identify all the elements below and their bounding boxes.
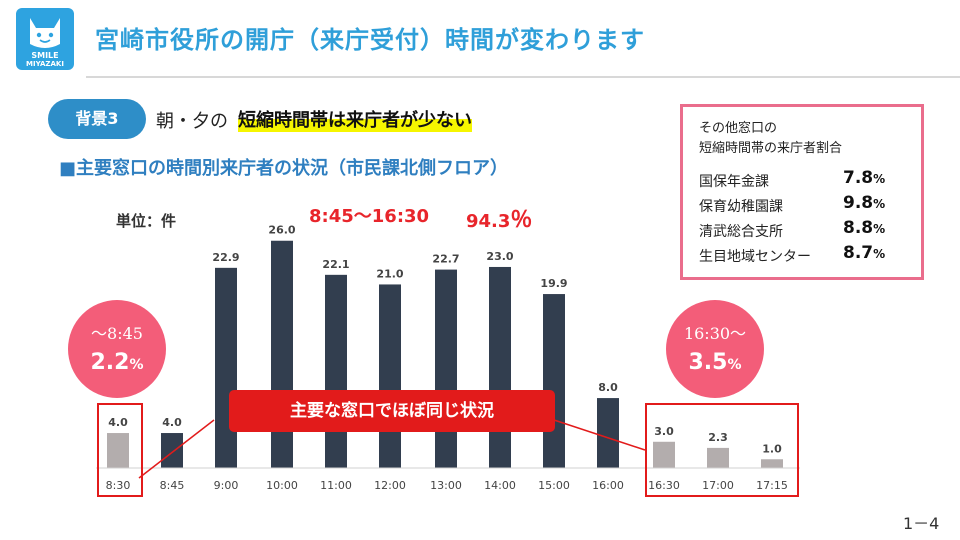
morning-share-value: 2.2% — [90, 350, 144, 375]
data-label: 22.7 — [432, 253, 459, 266]
short-hours-box-evening — [645, 403, 799, 497]
x-tick-label: 12:00 — [374, 479, 406, 492]
x-tick-label: 13:00 — [430, 479, 462, 492]
data-label: 4.0 — [162, 416, 182, 429]
bar-1400 — [489, 266, 511, 468]
bar-1630 — [653, 441, 675, 468]
bar-1500 — [543, 294, 565, 468]
other-windows-heading-2: 短縮時間帯の来庁者割合 — [699, 141, 843, 156]
range-value: 94.3 — [466, 211, 511, 232]
x-tick-label: 16:30 — [648, 479, 680, 492]
data-label: 8.0 — [598, 381, 618, 394]
background-highlight: 短縮時間帯は来庁者が少ない — [238, 106, 472, 132]
bar-830 — [107, 433, 129, 468]
bar-1100 — [325, 274, 347, 468]
mascot-icon — [30, 18, 60, 48]
data-label: 26.0 — [268, 224, 295, 237]
x-tick-label: 14:00 — [484, 479, 516, 492]
x-tick-label: 11:00 — [320, 479, 352, 492]
range-label: 8:45～16:30 — [309, 206, 430, 227]
other-windows-panel: その他窓口の 短縮時間帯の来庁者割合 国保年金課 7.8% 保育幼稚園課 9.8… — [680, 104, 924, 280]
bar-845 — [161, 433, 183, 468]
chart-subtitle: ■主要窓口の時間別来庁者の状況（市民課北側フロア） — [59, 158, 509, 179]
smile-miyazaki-logo: SMILE MIYAZAKI — [16, 8, 74, 70]
x-tick-label: 9:00 — [214, 479, 239, 492]
x-tick-label: 8:45 — [160, 479, 185, 492]
data-label: 22.9 — [212, 251, 239, 264]
morning-share-circle: ～8:45 2.2% — [68, 300, 166, 398]
data-label: 4.0 — [108, 416, 128, 429]
data-label: 23.0 — [486, 250, 513, 263]
callout-banner: 主要な窓口でほぼ同じ状況 — [229, 390, 555, 432]
bar-1200 — [379, 284, 401, 468]
x-tick-label: 10:00 — [266, 479, 298, 492]
x-tick-label: 17:15 — [756, 479, 788, 492]
range-percentage: 94.3％ — [466, 202, 532, 234]
other-window-row: 保育幼稚園課 9.8% — [699, 193, 886, 215]
evening-time-label: 16:30～ — [683, 324, 747, 343]
data-label: 1.0 — [762, 442, 782, 455]
bar-1715 — [761, 459, 783, 468]
bar-900 — [215, 267, 237, 468]
range-unit: ％ — [510, 208, 533, 233]
unit-label: 単位：件 — [116, 212, 177, 230]
evening-share-value: 3.5% — [688, 350, 742, 375]
bar-1000 — [271, 240, 293, 468]
background-prefix: 朝・夕の — [156, 111, 228, 132]
morning-time-label: ～8:45 — [91, 324, 143, 343]
page-number: 1－4 — [903, 514, 940, 533]
logo-text-miyazaki: MIYAZAKI — [26, 60, 64, 68]
bar-1700 — [707, 447, 729, 468]
title-divider — [86, 76, 960, 78]
other-windows-heading-1: その他窓口の — [699, 121, 778, 136]
bar-1300 — [435, 269, 457, 468]
callout-line-left — [138, 419, 215, 479]
other-window-row: 生目地域センター 8.7% — [699, 243, 886, 265]
background-badge: 背景3 — [48, 99, 146, 139]
short-hours-box-morning — [97, 403, 143, 497]
other-window-row: 清武総合支所 8.8% — [699, 218, 886, 240]
data-label: 19.9 — [540, 277, 567, 290]
x-tick-label: 17:00 — [702, 479, 734, 492]
data-label: 22.1 — [322, 258, 349, 271]
other-window-row: 国保年金課 7.8% — [699, 168, 886, 190]
x-tick-label: 15:00 — [538, 479, 570, 492]
callout-line-right — [553, 419, 646, 451]
evening-share-circle: 16:30～ 3.5% — [666, 300, 764, 398]
data-label: 2.3 — [708, 431, 728, 444]
page-title: 宮崎市役所の開庁（来庁受付）時間が変わります — [95, 26, 645, 54]
logo-text-smile: SMILE — [31, 51, 59, 60]
x-tick-label: 8:30 — [106, 479, 131, 492]
x-tick-label: 16:00 — [592, 479, 624, 492]
data-label: 3.0 — [654, 425, 674, 438]
bar-1600 — [597, 398, 619, 468]
data-label: 21.0 — [376, 267, 403, 280]
